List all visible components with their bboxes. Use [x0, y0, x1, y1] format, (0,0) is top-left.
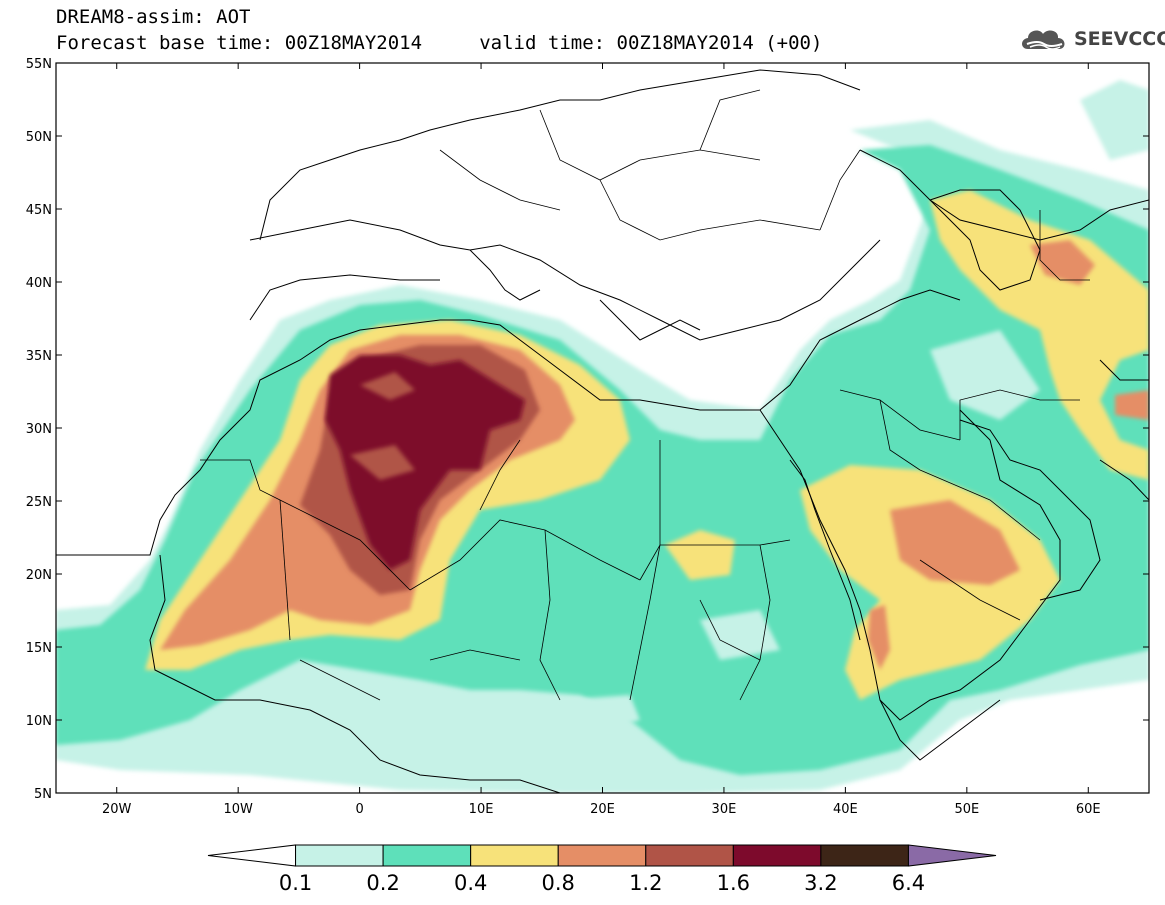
lon-tick-label: 0 — [355, 802, 363, 817]
country-borders — [200, 89, 1090, 701]
lon-tick-label: 10W — [223, 802, 253, 817]
cloud-logo-icon — [1022, 30, 1065, 50]
longitude-axis: 20W 10W 0 10E 20E 30E 40E 50E 60E — [102, 63, 1101, 817]
lon-tick-label: 60E — [1076, 802, 1101, 817]
lat-tick-label: 35N — [26, 349, 52, 364]
aot-holes — [370, 330, 1040, 750]
coastlines — [56, 69, 1149, 793]
aot-inner-holes — [350, 372, 415, 480]
lon-tick-label: 20W — [102, 802, 132, 817]
lon-tick-label: 20E — [590, 802, 615, 817]
colorbar-label: 1.2 — [629, 871, 662, 895]
lat-tick-label: 5N — [34, 787, 52, 802]
seevccc-logo: SEEVCCC — [1018, 24, 1165, 54]
lat-tick-label: 20N — [26, 568, 52, 583]
colorbar-swatch — [557, 844, 647, 867]
lat-tick-label: 50N — [26, 130, 52, 145]
colorbar-label: 0.1 — [279, 871, 312, 895]
lat-tick-label: 25N — [26, 495, 52, 510]
colorbar-swatch — [732, 844, 822, 867]
logo-text: SEEVCCC — [1074, 28, 1165, 50]
colorbar-swatch — [645, 844, 734, 867]
forecast-times: Forecast base time: 00Z18MAY2014 valid t… — [56, 32, 823, 54]
dust-field — [56, 63, 1149, 793]
latitude-axis: 55N 50N 45N 40N 35N 30N 25N 20N 15N 10N 5N — [26, 57, 1149, 802]
colorbar-label: 1.6 — [717, 871, 750, 895]
lon-tick-label: 40E — [833, 802, 858, 817]
colorbar: 0.1 0.2 0.4 0.8 1.2 1.6 3.2 6.4 — [207, 844, 997, 895]
lat-tick-label: 55N — [26, 57, 52, 72]
lon-tick-label: 50E — [954, 802, 979, 817]
lat-tick-label: 40N — [26, 276, 52, 291]
colorbar-swatch — [470, 844, 559, 867]
lat-tick-label: 30N — [26, 422, 52, 437]
aot-level-1.6 — [325, 355, 525, 570]
lat-tick-label: 10N — [26, 714, 52, 729]
colorbar-label: 3.2 — [804, 871, 837, 895]
colorbar-label: 6.4 — [892, 871, 925, 895]
colorbar-label: 0.2 — [366, 871, 399, 895]
colorbar-under-triangle — [207, 844, 297, 867]
lon-tick-label: 10E — [469, 802, 494, 817]
map-title: DREAM8-assim: AOT — [56, 6, 251, 28]
colorbar-over-triangle — [907, 844, 997, 867]
colorbar-swatch — [820, 844, 909, 867]
lon-tick-label: 30E — [712, 802, 737, 817]
colorbar-swatch — [382, 844, 472, 867]
colorbar-label: 0.4 — [454, 871, 487, 895]
colorbar-label: 0.8 — [542, 871, 575, 895]
colorbar-swatch — [295, 844, 384, 867]
lat-tick-label: 45N — [26, 203, 52, 218]
lat-tick-label: 15N — [26, 641, 52, 656]
